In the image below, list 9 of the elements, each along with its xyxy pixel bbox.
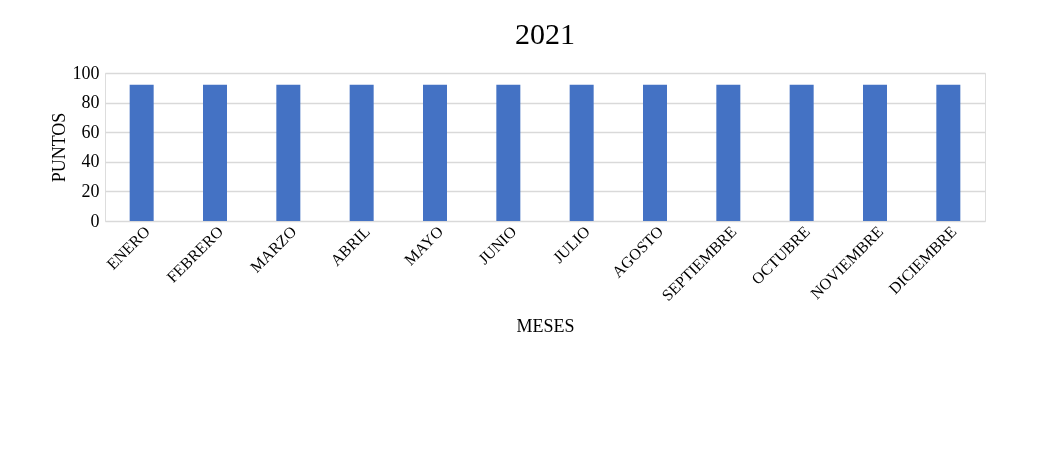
y-tick-label: 20 xyxy=(81,180,100,201)
x-axis-title: MESES xyxy=(516,315,575,336)
y-tick-label: 0 xyxy=(90,210,100,231)
y-tick-label: 40 xyxy=(81,151,100,172)
chart-title: 2021 xyxy=(515,17,575,50)
y-tick-label: 80 xyxy=(81,92,100,113)
y-tick-label: 60 xyxy=(81,121,100,142)
y-tick-label: 100 xyxy=(72,62,100,83)
y-axis-title: PUNTOS xyxy=(48,112,69,183)
